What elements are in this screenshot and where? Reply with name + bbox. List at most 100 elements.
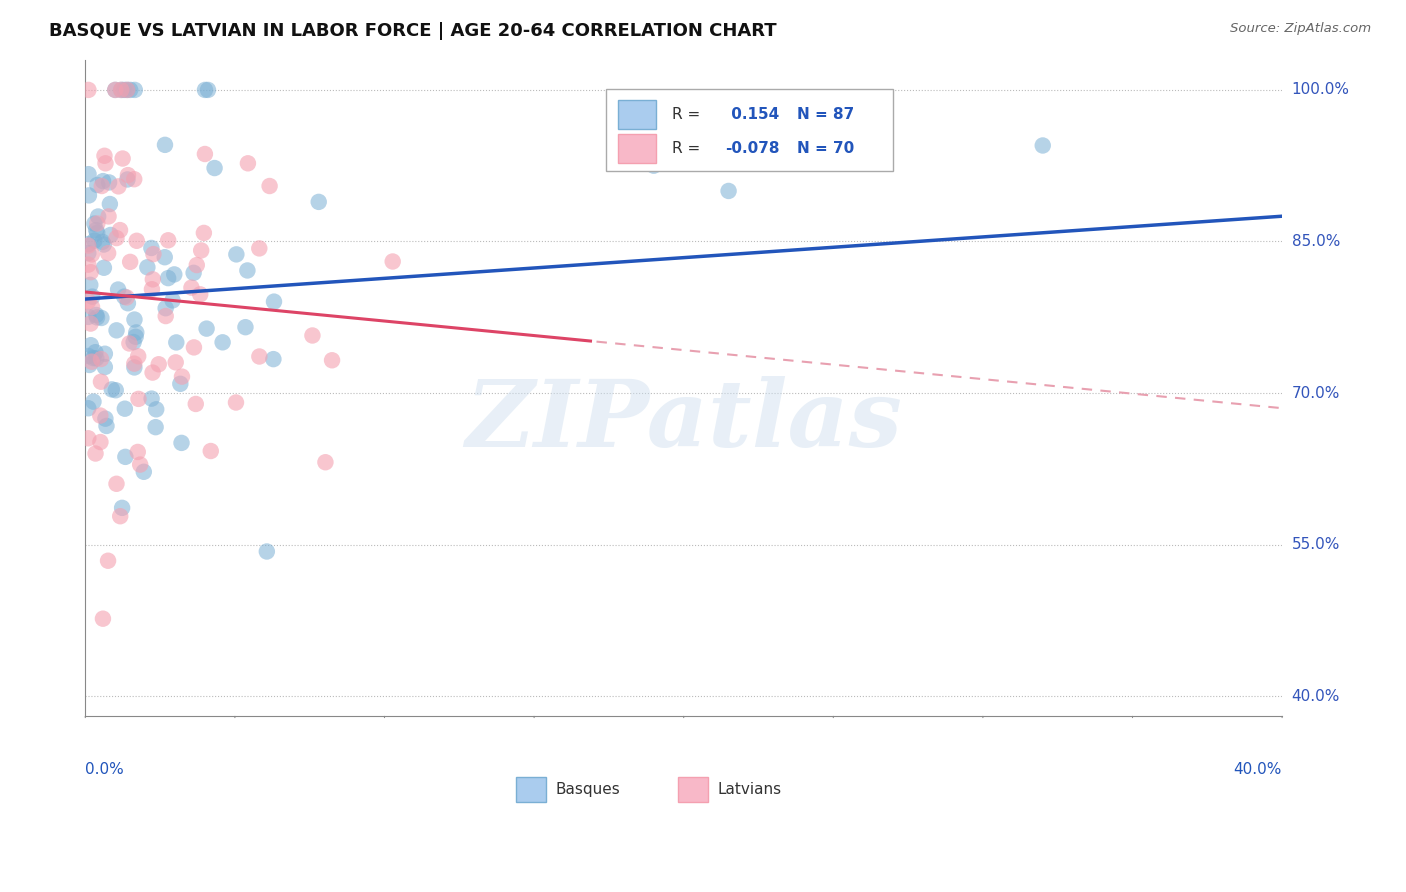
- Point: [155, 309, 177, 323]
- Point: [86, 226, 108, 240]
- Point: [142, 247, 165, 261]
- Point: [89, 409, 111, 423]
- Text: R =: R =: [672, 142, 704, 156]
- Point: [190, 244, 212, 258]
- Point: [136, 260, 159, 275]
- Point: [643, 159, 665, 173]
- Text: ZIPatlas: ZIPatlas: [465, 376, 903, 466]
- Point: [141, 241, 163, 255]
- Point: [127, 445, 149, 459]
- Point: [381, 254, 404, 268]
- Point: [80, 338, 103, 352]
- Point: [169, 376, 191, 391]
- Point: [235, 320, 257, 334]
- Point: [129, 458, 152, 472]
- Point: [86, 310, 108, 325]
- Point: [122, 334, 145, 349]
- Point: [97, 210, 120, 224]
- Point: [170, 369, 193, 384]
- Text: 40.0%: 40.0%: [1292, 689, 1340, 704]
- Point: [124, 330, 146, 344]
- Point: [127, 349, 149, 363]
- Point: [157, 233, 180, 247]
- Point: [77, 83, 100, 97]
- Point: [84, 351, 107, 366]
- Point: [162, 293, 184, 308]
- Point: [90, 352, 112, 367]
- Point: [82, 290, 104, 304]
- Point: [108, 223, 131, 237]
- Point: [90, 179, 112, 194]
- Point: [107, 179, 129, 194]
- Point: [114, 450, 136, 464]
- Point: [89, 435, 111, 450]
- Text: Source: ZipAtlas.com: Source: ZipAtlas.com: [1230, 22, 1371, 36]
- Point: [94, 360, 117, 375]
- Point: [186, 258, 208, 272]
- Point: [117, 168, 139, 182]
- Point: [211, 335, 233, 350]
- Point: [308, 194, 330, 209]
- Point: [80, 355, 103, 369]
- Point: [84, 223, 107, 237]
- Point: [80, 300, 103, 314]
- Point: [142, 272, 165, 286]
- Point: [148, 357, 170, 371]
- Point: [84, 345, 107, 359]
- Point: [86, 178, 108, 192]
- Text: Latvians: Latvians: [717, 781, 782, 797]
- Text: Basques: Basques: [555, 781, 620, 797]
- Point: [77, 238, 100, 252]
- Point: [200, 444, 222, 458]
- Point: [104, 383, 127, 397]
- Point: [77, 258, 100, 272]
- Point: [247, 350, 270, 364]
- Point: [256, 544, 278, 558]
- Point: [717, 184, 740, 198]
- Point: [94, 347, 117, 361]
- Text: 100.0%: 100.0%: [1292, 82, 1350, 97]
- Point: [236, 156, 259, 170]
- Point: [165, 355, 187, 369]
- FancyBboxPatch shape: [617, 135, 657, 163]
- Point: [163, 268, 186, 282]
- Point: [145, 420, 167, 434]
- Point: [87, 210, 110, 224]
- Point: [105, 231, 128, 245]
- FancyBboxPatch shape: [606, 89, 893, 171]
- Point: [80, 247, 103, 261]
- Point: [86, 217, 108, 231]
- Text: 70.0%: 70.0%: [1292, 385, 1340, 401]
- Point: [83, 234, 105, 248]
- Text: N = 87: N = 87: [797, 107, 855, 121]
- Text: R =: R =: [672, 107, 704, 121]
- Point: [165, 335, 187, 350]
- Point: [77, 167, 100, 181]
- Point: [110, 83, 132, 97]
- Point: [180, 280, 202, 294]
- Point: [96, 419, 118, 434]
- Point: [105, 476, 128, 491]
- Point: [124, 312, 146, 326]
- Point: [77, 294, 100, 309]
- Point: [117, 296, 139, 310]
- Point: [93, 149, 115, 163]
- Point: [94, 156, 117, 170]
- Point: [97, 554, 120, 568]
- Text: -0.078: -0.078: [725, 142, 780, 156]
- Point: [111, 152, 134, 166]
- Point: [183, 340, 205, 354]
- Point: [107, 283, 129, 297]
- Point: [301, 328, 323, 343]
- Point: [110, 83, 132, 97]
- Point: [124, 357, 146, 371]
- Point: [91, 174, 114, 188]
- Point: [115, 83, 138, 97]
- Text: 40.0%: 40.0%: [1233, 763, 1282, 777]
- Point: [236, 263, 259, 277]
- Point: [115, 83, 138, 97]
- Point: [114, 401, 136, 416]
- Point: [142, 366, 165, 380]
- Point: [82, 351, 104, 365]
- Point: [77, 349, 100, 363]
